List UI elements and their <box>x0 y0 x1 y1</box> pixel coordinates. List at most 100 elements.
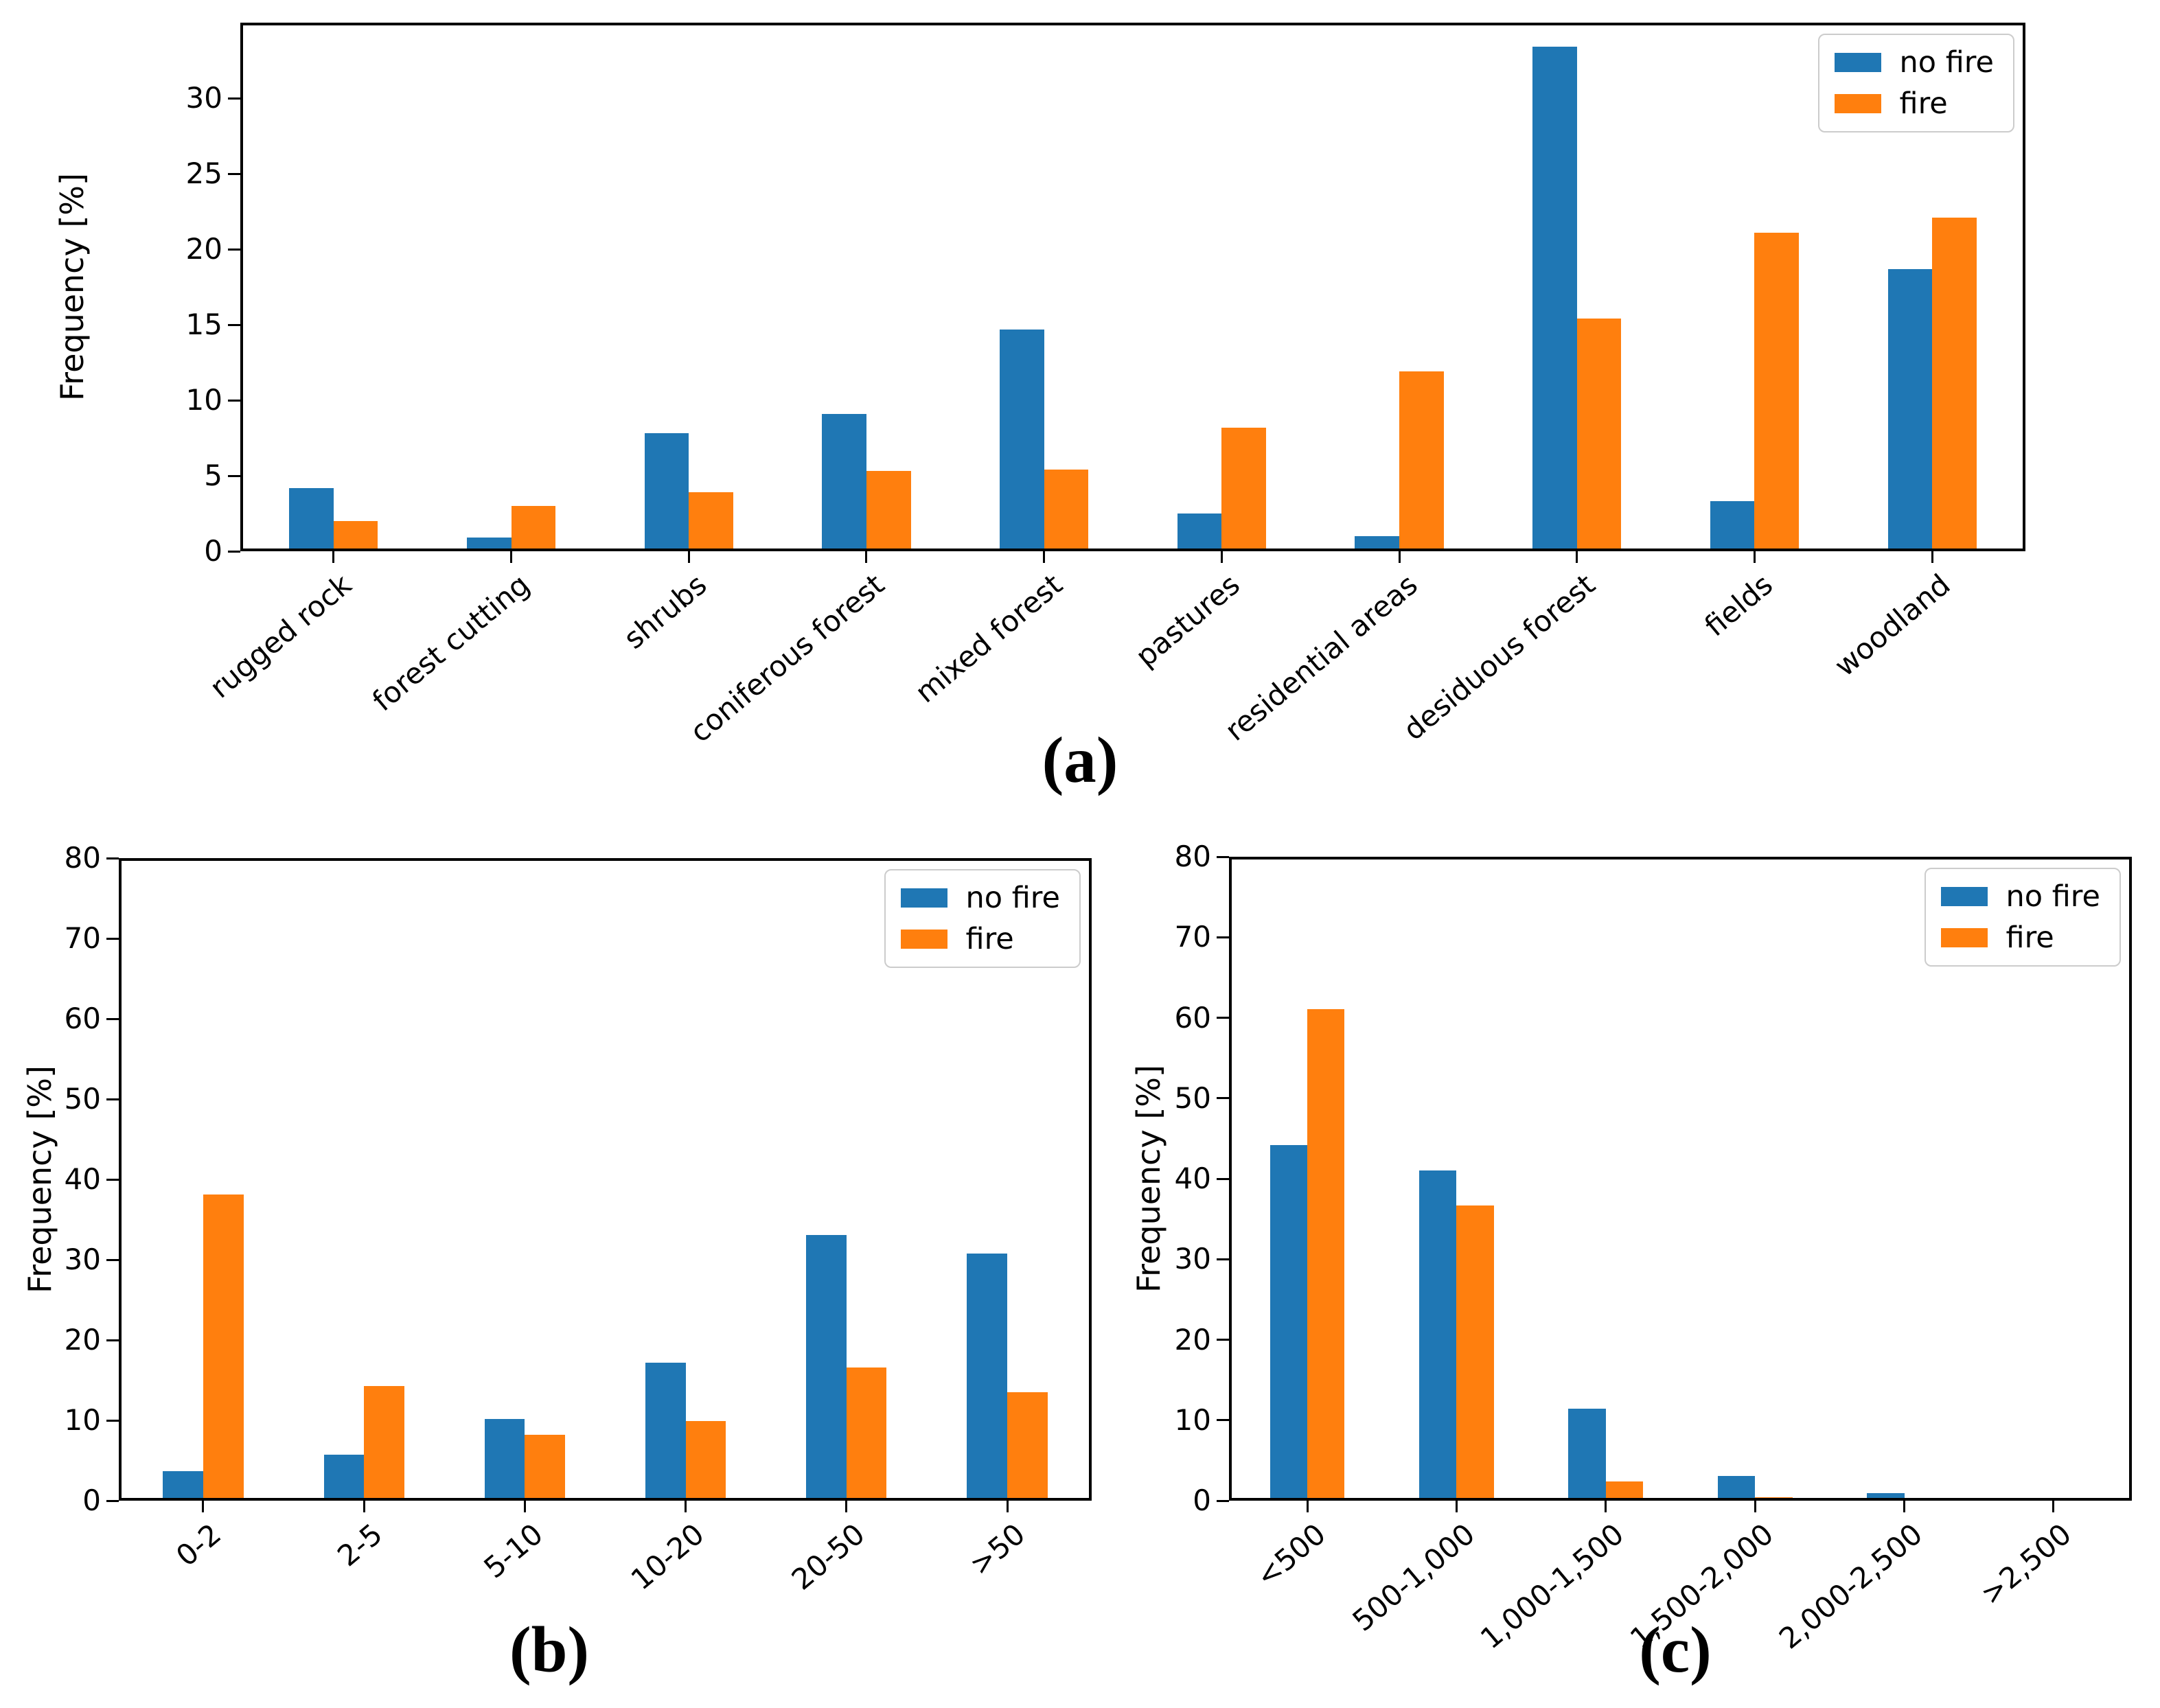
x-tick-label: <500 <box>1249 1516 1332 1594</box>
y-tick-label: 0 <box>82 1484 101 1517</box>
x-tick-label: woodland <box>1828 567 1957 683</box>
bar-fire-1 <box>364 1385 404 1501</box>
bar-fire-2 <box>689 492 733 551</box>
bar-fire-6 <box>1399 371 1444 551</box>
y-tick-mark <box>1217 855 1229 858</box>
bar-fire-0 <box>203 1195 244 1501</box>
bar-no-fire-4 <box>806 1234 847 1501</box>
x-tick-mark <box>1754 1501 1756 1512</box>
x-tick-label: shrubs <box>617 567 713 656</box>
y-tick-mark <box>1217 1258 1229 1260</box>
y-axis-label: Frequency [%] <box>21 1065 58 1293</box>
y-tick-mark <box>228 97 240 100</box>
x-tick-mark <box>1306 1501 1309 1512</box>
bar-fire-0 <box>1307 1008 1345 1501</box>
x-tick-label: 2-5 <box>330 1516 389 1573</box>
x-tick-mark <box>202 1501 205 1512</box>
y-tick-label: 70 <box>64 921 101 955</box>
legend-row: no fire <box>1941 881 2100 912</box>
y-tick-label: 50 <box>1174 1081 1211 1115</box>
bar-no-fire-3 <box>645 1362 686 1501</box>
caption-c: (c) <box>1639 1613 1712 1686</box>
legend-row: no fire <box>901 883 1060 913</box>
y-tick-label: 20 <box>64 1323 101 1357</box>
bar-no-fire-0 <box>1269 1144 1308 1501</box>
y-tick-label: 0 <box>1193 1484 1211 1517</box>
y-tick-label: 5 <box>204 459 222 492</box>
bar-no-fire-5 <box>967 1253 1008 1501</box>
legend-row: no fire <box>1835 47 1994 78</box>
x-tick-mark <box>1576 551 1578 563</box>
y-tick-label: 30 <box>64 1243 101 1276</box>
y-tick-label: 40 <box>64 1162 101 1196</box>
bar-fire-0 <box>333 521 378 551</box>
x-tick-mark <box>1455 1501 1458 1512</box>
y-tick-label: 10 <box>64 1403 101 1437</box>
y-tick-label: 30 <box>185 81 222 115</box>
legend-label: no fire <box>2006 879 2100 914</box>
legend-swatch-fire <box>1835 94 1882 113</box>
legend: no fire fire <box>1818 34 2014 132</box>
bar-fire-2 <box>1605 1481 1644 1501</box>
x-tick-label: 500-1,000 <box>1346 1516 1482 1638</box>
x-tick-label: >50 <box>963 1516 1032 1582</box>
bar-no-fire-1 <box>323 1455 365 1501</box>
chart-a-land-cover: 0 5 10 15 20 25 30 rugged rock forest cutting shr… <box>54 23 2025 749</box>
legend-swatch-no-fire <box>1941 887 1988 906</box>
x-tick-label: desiduous forest <box>1397 567 1602 747</box>
x-tick-label: 2,000-2,500 <box>1772 1516 1929 1656</box>
bar-no-fire-1 <box>466 538 512 551</box>
bar-no-fire-8 <box>1710 501 1755 551</box>
bar-fire-9 <box>1932 217 1977 551</box>
x-tick-mark <box>1753 551 1756 563</box>
bar-fire-7 <box>1576 319 1622 551</box>
x-tick-label: 5-10 <box>477 1516 549 1585</box>
y-tick-label: 10 <box>185 383 222 417</box>
y-tick-mark <box>106 857 119 859</box>
legend-label: fire <box>1899 86 1948 121</box>
y-tick-label: 70 <box>1174 920 1211 954</box>
bar-no-fire-0 <box>163 1470 203 1501</box>
y-tick-label: 10 <box>1174 1403 1211 1437</box>
bar-no-fire-6 <box>1355 536 1400 551</box>
y-tick-label: 80 <box>64 841 101 875</box>
x-tick-label: pastures <box>1129 567 1246 673</box>
bar-no-fire-2 <box>1568 1409 1606 1501</box>
x-tick-mark <box>687 551 690 563</box>
bar-fire-1 <box>511 506 556 551</box>
y-axis-label: Frequency [%] <box>1130 1065 1167 1293</box>
x-tick-label: 1,000-1,500 <box>1474 1516 1631 1656</box>
x-tick-mark <box>1043 551 1046 563</box>
y-tick-mark <box>106 1339 119 1341</box>
bar-fire-3 <box>685 1421 726 1501</box>
bar-fire-5 <box>1007 1392 1048 1501</box>
chart-b-slope-classes: 0 10 20 30 40 50 60 70 80 0-2 2-5 5-10 10-20 20-50 >50… <box>21 843 1092 1597</box>
y-tick-label: 40 <box>1174 1162 1211 1195</box>
y-tick-label: 20 <box>1174 1322 1211 1357</box>
legend-label: fire <box>2006 921 2054 955</box>
bar-fire-3 <box>1755 1497 1793 1501</box>
x-tick-label: residential areas <box>1218 567 1424 748</box>
y-tick-mark <box>1217 1177 1229 1180</box>
y-tick-mark <box>106 1499 119 1502</box>
legend-swatch-fire <box>1941 928 1988 947</box>
y-tick-mark <box>106 1419 119 1422</box>
y-tick-mark <box>1217 1017 1229 1019</box>
bar-fire-4 <box>846 1367 887 1501</box>
legend-row: fire <box>901 924 1060 954</box>
x-tick-mark <box>1220 551 1223 563</box>
x-tick-label: 0-2 <box>170 1516 228 1573</box>
bar-no-fire-2 <box>644 433 689 551</box>
x-tick-mark <box>1006 1501 1009 1512</box>
bar-no-fire-4 <box>1867 1493 1905 1501</box>
bar-fire-5 <box>1221 427 1267 551</box>
legend: no fire fire <box>1925 868 2121 967</box>
x-tick-label: forest cutting <box>365 567 536 718</box>
y-tick-mark <box>106 1017 119 1020</box>
legend-swatch-no-fire <box>901 888 948 908</box>
x-tick-mark <box>865 551 868 563</box>
legend-row: fire <box>1835 89 1994 119</box>
x-tick-label: rugged rock <box>203 567 358 705</box>
legend-swatch-no-fire <box>1835 53 1882 72</box>
